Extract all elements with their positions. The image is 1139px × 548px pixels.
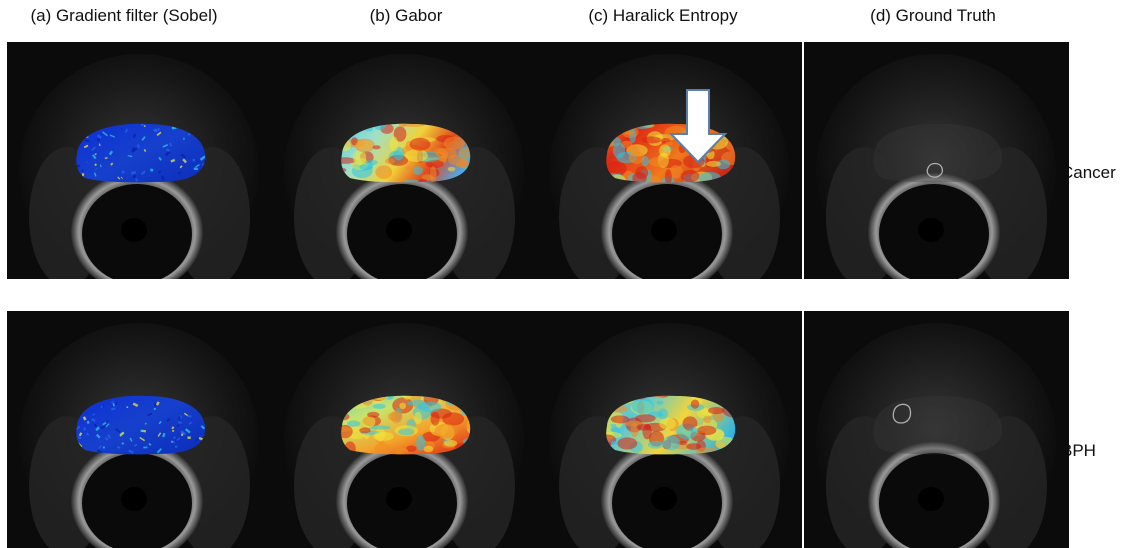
panel-haralick-row-2 — [537, 311, 802, 548]
rectum-lumen — [121, 218, 147, 242]
column-title-haralick: (c) Haralick Entropy — [588, 6, 738, 25]
lesion-contour — [892, 403, 912, 424]
rectum-lumen — [386, 487, 412, 511]
panel-ground-truth-row-2 — [804, 311, 1069, 548]
mri-image — [7, 311, 272, 548]
gabor-heatmap — [341, 395, 471, 455]
mri-image — [804, 311, 1069, 548]
mri-image — [272, 42, 537, 279]
panel-ground-truth-row-1 — [804, 42, 1069, 279]
column-title-sobel: (a) Gradient filter (Sobel) — [30, 6, 218, 25]
rectum-lumen — [121, 487, 147, 511]
rectum-lumen — [651, 487, 677, 511]
rectum-lumen — [651, 218, 677, 242]
panel-gabor-row-1 — [272, 42, 537, 279]
panel-gabor-row-2 — [272, 311, 537, 548]
panel-sobel-row-2 — [7, 311, 272, 548]
panel-sobel-row-1 — [7, 42, 272, 279]
haralick-heatmap — [606, 395, 736, 455]
row-label-bph: BPH — [1061, 441, 1096, 460]
mri-image — [804, 42, 1069, 279]
lesion-contour — [926, 162, 944, 178]
column-title-gabor: (b) Gabor — [369, 6, 443, 25]
rectum-lumen — [918, 218, 944, 242]
panel-haralick-row-1 — [537, 42, 802, 279]
mri-image — [537, 42, 802, 279]
mri-image — [272, 311, 537, 548]
mri-image — [7, 42, 272, 279]
column-title-ground-truth: (d) Ground Truth — [870, 6, 996, 25]
rectum-lumen — [386, 218, 412, 242]
row-label-cancer: Cancer — [1061, 163, 1116, 182]
rectum-lumen — [918, 487, 944, 511]
gabor-heatmap — [341, 123, 471, 183]
mri-image — [537, 311, 802, 548]
white-down-arrow-icon — [668, 89, 728, 164]
